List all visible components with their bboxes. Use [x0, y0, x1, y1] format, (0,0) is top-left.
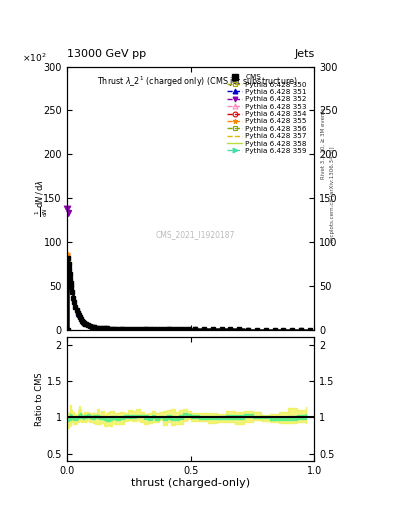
Text: Jets: Jets [294, 49, 314, 59]
Text: 13000 GeV pp: 13000 GeV pp [67, 49, 146, 59]
X-axis label: thrust (charged-only): thrust (charged-only) [131, 478, 250, 488]
Text: mcplots.cern.ch [arXiv:1306.3436]: mcplots.cern.ch [arXiv:1306.3436] [330, 147, 335, 242]
Text: CMS_2021_I1920187: CMS_2021_I1920187 [156, 230, 235, 240]
Y-axis label: Ratio to CMS: Ratio to CMS [35, 372, 44, 426]
Text: $\times10^2$: $\times10^2$ [22, 52, 47, 64]
Legend: CMS, Pythia 6.428 350, Pythia 6.428 351, Pythia 6.428 352, Pythia 6.428 353, Pyt: CMS, Pythia 6.428 350, Pythia 6.428 351,… [225, 73, 309, 155]
Y-axis label: $\frac{1}{\mathrm{d}N}\mathrm{d}N\,/\,\mathrm{d}\lambda$: $\frac{1}{\mathrm{d}N}\mathrm{d}N\,/\,\m… [34, 179, 50, 217]
Text: Rivet 3.1.10, ≥ 3M events: Rivet 3.1.10, ≥ 3M events [320, 108, 325, 179]
Text: Thrust $\lambda\_2^1$ (charged only) (CMS jet substructure): Thrust $\lambda\_2^1$ (charged only) (CM… [97, 74, 297, 89]
